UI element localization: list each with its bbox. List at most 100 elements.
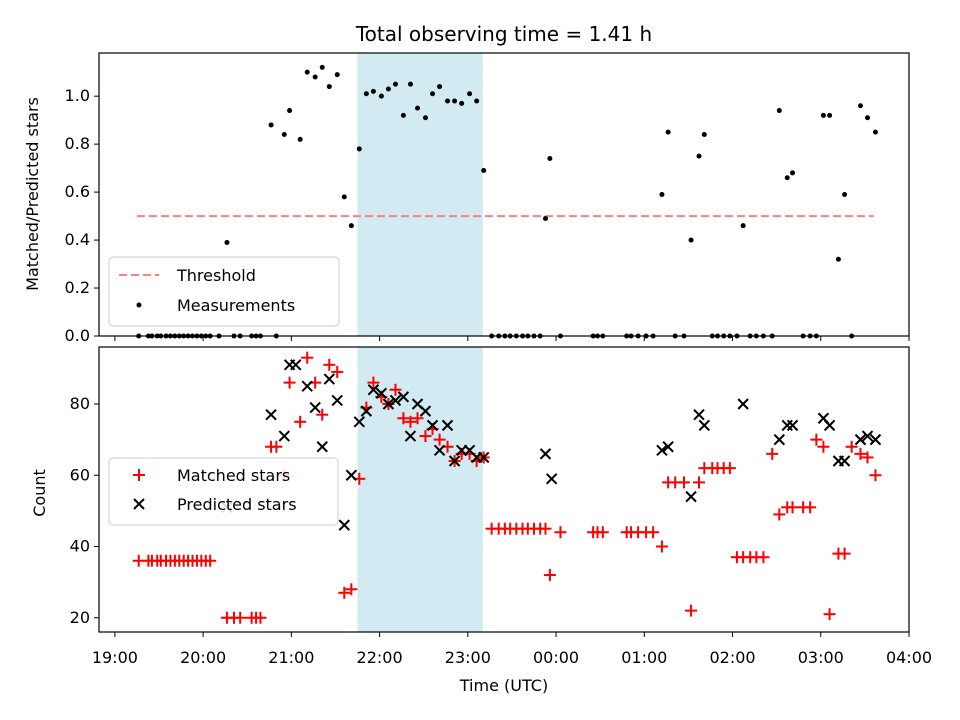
measurement-point (547, 156, 553, 162)
matched-star-point (817, 440, 830, 453)
predicted-star-point (360, 405, 373, 417)
predicted-star-point (301, 380, 313, 392)
measurement-point (872, 129, 878, 135)
predicted-star-point (353, 416, 366, 428)
matched-star-point (294, 415, 307, 428)
x-tick-label: 20:00 (180, 648, 226, 667)
bottom-legend-box (108, 457, 339, 526)
matched-star-point (838, 547, 851, 560)
matched-star-point (823, 608, 836, 621)
predicted-legend-label: Predicted stars (177, 495, 297, 514)
measurement-point (701, 132, 707, 138)
matched-star-point (596, 526, 609, 539)
measurement-point (665, 129, 671, 135)
matched-star-point (693, 476, 705, 489)
measurement-point (452, 98, 458, 104)
measurement-point (363, 91, 369, 97)
predicted-star-point (786, 419, 799, 432)
bottom-observing-window (357, 347, 483, 632)
predicted-star-point (737, 398, 749, 410)
top-y-axis-label: Matched/Predicted stars (23, 97, 42, 291)
predicted-star-point (838, 455, 851, 467)
predicted-star-point (316, 441, 328, 453)
top-legend-box (108, 256, 340, 327)
measurement-point (341, 194, 347, 200)
measurement-point (297, 136, 303, 142)
top-plot-frame (98, 52, 910, 337)
measurements-legend-swatch (136, 302, 142, 308)
matched-star-point (204, 554, 217, 567)
bottom-y-axis-label: Count (30, 469, 49, 517)
matched-star-point (234, 611, 247, 624)
measurement-point (348, 223, 354, 229)
matched-star-point (685, 604, 698, 617)
measurement-point (865, 115, 871, 121)
matched-star-point (757, 551, 770, 564)
matched-star-point (367, 376, 380, 389)
matched-star-point (345, 583, 358, 596)
predicted-star-point (693, 408, 705, 421)
matched-star-point (338, 586, 351, 599)
measurement-point (842, 192, 848, 197)
bottom-y-tick-label: 60 (70, 465, 90, 484)
matched-star-point (433, 433, 446, 446)
matched-star-point (411, 412, 424, 425)
measurement-point (415, 105, 421, 111)
matched-star-point (419, 430, 432, 443)
measurement-point (326, 84, 332, 90)
top-observing-window (357, 53, 483, 336)
measurement-point (224, 239, 230, 245)
top-y-tick-label: 0.2 (65, 278, 90, 297)
matched-star-point (554, 526, 567, 539)
top-panel: 0.0 0.2 0.4 0.6 0.8 1.0 Matched/Predicted sta… (23, 52, 910, 345)
matched-star-point (766, 447, 779, 460)
predicted-star-point (345, 469, 358, 481)
matched-star-point (254, 611, 267, 624)
top-legend: Threshold Measurements (108, 256, 340, 327)
predicted-star-point (869, 433, 882, 446)
predicted-star-point (781, 419, 793, 432)
measurement-point (400, 112, 406, 118)
predicted-star-point (539, 448, 552, 460)
measurement-point (370, 88, 376, 94)
matched-star-point (773, 508, 786, 521)
predicted-star-point (265, 408, 277, 421)
matched-star-point (316, 408, 329, 421)
predicted-star-point (278, 430, 291, 442)
threshold-legend-label: Threshold (176, 266, 256, 285)
measurement-point (312, 74, 318, 80)
measurement-point (688, 237, 694, 243)
matched-star-point (283, 376, 296, 389)
measurement-point (696, 153, 702, 159)
matched-star-point (861, 451, 874, 464)
chart-title: Total observing time = 1.41 h (355, 22, 652, 46)
measurement-point (281, 132, 287, 138)
matched-star-point (270, 440, 283, 453)
measurement-point (481, 168, 487, 174)
matched-star-point (331, 365, 344, 378)
predicted-star-point (290, 359, 302, 371)
predicted-star-point (367, 384, 380, 396)
measurement-point (784, 175, 790, 181)
matched-star-point (804, 501, 817, 514)
x-tick-label: 19:00 (92, 648, 138, 667)
measurement-point (378, 93, 384, 99)
measurement-point (392, 81, 398, 87)
matched-star-point (543, 569, 556, 581)
predicted-star-point (854, 433, 867, 446)
matched-legend-swatch (133, 469, 145, 481)
matched-star-point (723, 462, 736, 475)
matched-star-point (678, 476, 690, 489)
predicted-star-point (861, 430, 874, 442)
bottom-panel: 20 40 60 80 19:00 20:00 21:00 22:00 23:00 00:00 0… (30, 346, 932, 695)
measurements-legend-label: Measurements (177, 296, 295, 315)
bottom-y-tick-label: 20 (70, 608, 90, 627)
measurement-point (790, 170, 796, 176)
measurement-point (835, 256, 841, 262)
matched-star-point (869, 469, 882, 482)
predicted-star-point (382, 398, 395, 410)
top-y-tick-label: 0.6 (65, 182, 90, 201)
bottom-y-tick-label: 40 (70, 537, 90, 556)
predicted-star-point (331, 394, 343, 407)
